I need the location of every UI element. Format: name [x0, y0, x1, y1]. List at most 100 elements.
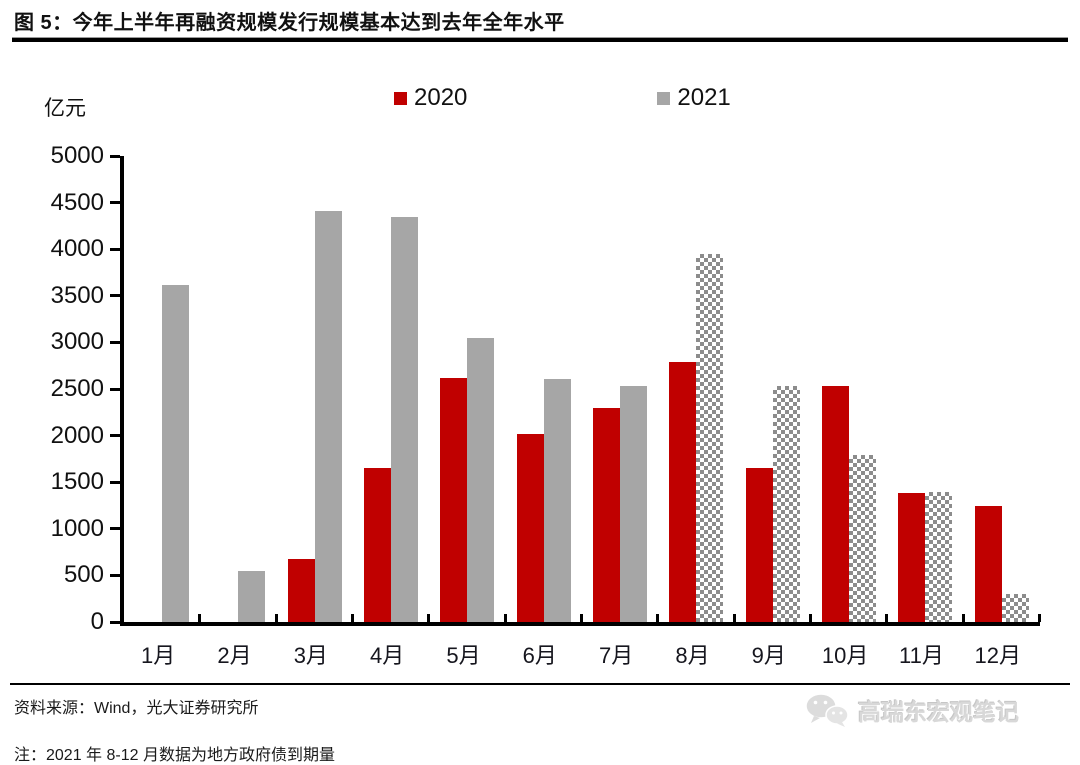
bar-2021-8月	[696, 253, 724, 622]
legend-label-2021: 2021	[677, 84, 731, 111]
bar-2020-11月	[898, 493, 926, 622]
y-tick-label: 5000	[50, 142, 104, 169]
bar-2021-1月	[162, 284, 190, 622]
bar-2020-4月	[364, 468, 392, 622]
month-group-1月	[124, 156, 200, 622]
legend: 2020 2021	[394, 84, 731, 112]
legend-item-2021: 2021	[657, 84, 731, 112]
x-tick	[1038, 614, 1041, 622]
x-tick	[198, 614, 202, 622]
y-tick-label: 1000	[50, 514, 104, 542]
bar-2021-2月	[238, 570, 266, 622]
y-tick-1000	[110, 527, 120, 531]
bar-2021-9月	[772, 386, 800, 622]
x-label-3月: 3月	[293, 643, 328, 668]
month-group-7月	[582, 156, 658, 622]
figure-title: 图 5：今年上半年再融资规模发行规模基本达到去年全年水平	[14, 12, 565, 34]
x-tick	[809, 614, 812, 622]
watermark-text: 高瑞东宏观笔记	[858, 699, 1019, 725]
bar-2020-7月	[593, 407, 621, 622]
x-tick	[961, 614, 965, 622]
y-tick-label: 3500	[50, 281, 104, 309]
y-tick-label: 3000	[50, 328, 104, 356]
bar-2020-6月	[516, 433, 544, 622]
y-tick-3500	[110, 294, 120, 298]
bar-2021-12月	[1001, 594, 1029, 622]
bar-2020-8月	[669, 362, 697, 622]
x-tick	[732, 614, 736, 622]
x-tick	[351, 614, 354, 622]
month-group-12月	[964, 156, 1040, 622]
x-label-12月: 12月	[974, 643, 1022, 668]
month-group-6月	[506, 156, 582, 622]
y-tick-label: 1500	[50, 468, 104, 496]
x-label-6月: 6月	[522, 643, 557, 668]
bar-groups	[124, 156, 1040, 622]
month-group-11月	[887, 156, 963, 622]
bar-2020-10月	[822, 386, 850, 622]
legend-swatch-2020	[394, 91, 407, 105]
y-tick-label: 2000	[50, 421, 104, 449]
bar-2021-10月	[849, 455, 877, 622]
legend-label-2020: 2020	[414, 84, 468, 111]
x-tick	[427, 614, 431, 622]
x-label-8月: 8月	[675, 643, 710, 668]
bar-2021-3月	[314, 211, 342, 622]
y-tick-label: 4000	[50, 235, 104, 263]
y-tick-500	[110, 573, 120, 577]
watermark: 高瑞东宏观笔记	[804, 692, 1019, 728]
y-tick-label: 500	[63, 561, 104, 589]
x-label-7月: 7月	[599, 643, 634, 668]
x-label-1月: 1月	[141, 643, 176, 668]
month-group-2月	[200, 156, 276, 622]
y-tick-label: 0	[90, 608, 104, 635]
month-group-3月	[277, 156, 353, 622]
wechat-icon	[804, 692, 850, 728]
x-label-4月: 4月	[370, 643, 405, 668]
y-tick-label: 4500	[50, 188, 104, 216]
bar-2020-12月	[974, 505, 1002, 622]
x-tick	[885, 614, 889, 622]
x-axis-labels: 1月 2月 3月 4月 5月 6月 7月 8月 9月 10月 11月 12月	[120, 638, 1036, 670]
x-tick	[503, 614, 507, 622]
source-line: 资料来源：Wind，光大证券研究所	[14, 700, 259, 717]
month-group-4月	[353, 156, 429, 622]
x-label-10月: 10月	[821, 643, 869, 668]
y-tick-2000	[110, 434, 120, 438]
month-group-9月	[735, 156, 811, 622]
x-label-9月: 9月	[751, 643, 786, 668]
y-tick-4000	[110, 247, 120, 251]
bar-2020-9月	[745, 468, 773, 622]
legend-item-2020: 2020	[394, 84, 467, 112]
month-group-10月	[811, 156, 887, 622]
bar-2021-5月	[467, 337, 495, 622]
bar-2020-3月	[287, 558, 315, 622]
title-divider	[12, 37, 1068, 42]
month-group-8月	[658, 156, 734, 622]
bar-2021-6月	[543, 378, 571, 622]
bar-2020-5月	[440, 377, 468, 622]
month-group-5月	[429, 156, 505, 622]
y-tick-0	[110, 620, 120, 624]
x-tick	[656, 614, 660, 622]
x-label-11月: 11月	[899, 643, 944, 668]
plot-area: 5000 4500 4000 3500 3000 2500 2000 1500 1000 500 0	[51, 143, 1041, 635]
x-tick	[580, 614, 583, 622]
note-line: 注：2021 年 8-12 月数据为地方政府债到期量	[14, 747, 335, 764]
bar-2021-7月	[620, 386, 648, 622]
bar-2021-11月	[925, 491, 953, 622]
y-tick-4500	[110, 201, 120, 205]
x-label-2月: 2月	[217, 643, 252, 668]
x-label-5月: 5月	[446, 643, 481, 668]
legend-swatch-2021	[657, 91, 671, 105]
y-tick-3000	[110, 340, 120, 344]
footer-divider	[10, 683, 1070, 685]
bar-2021-4月	[391, 216, 419, 622]
x-tick	[274, 614, 278, 622]
y-tick-5000	[110, 154, 120, 158]
y-tick-2500	[110, 387, 120, 391]
y-axis-unit-label: 亿元	[44, 97, 86, 120]
y-tick-label: 2500	[50, 375, 104, 402]
y-tick-1500	[110, 480, 120, 484]
